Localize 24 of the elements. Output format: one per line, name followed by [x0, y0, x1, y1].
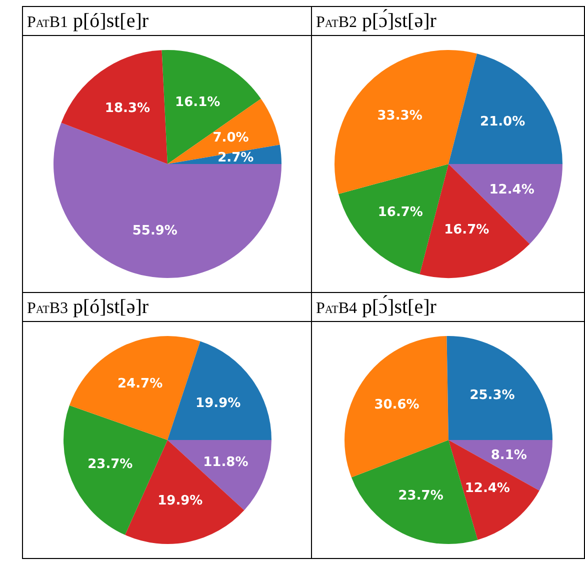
chart-title: PatB2 p[ɔ́]st[ə]r	[312, 7, 584, 36]
data-label: 2.7%	[218, 150, 254, 166]
data-label: 12.4%	[489, 182, 534, 198]
data-label: 23.7%	[398, 488, 444, 504]
data-label: 11.8%	[203, 454, 248, 470]
data-label: 25.3%	[470, 388, 515, 403]
data-label: 19.9%	[196, 396, 241, 411]
data-label: 16.7%	[378, 205, 423, 220]
data-label: 16.1%	[175, 94, 220, 110]
chart-title: PatB4 p[ɔ́]st[e]r	[312, 293, 584, 322]
data-label: 19.9%	[158, 493, 203, 508]
data-label: 30.6%	[374, 397, 420, 412]
data-label: 23.7%	[88, 456, 133, 472]
data-label: 12.4%	[464, 481, 510, 496]
data-label: 18.3%	[104, 100, 150, 116]
data-label: 33.3%	[377, 108, 422, 124]
data-label: 7.0%	[212, 130, 249, 146]
data-label: 8.1%	[490, 448, 527, 464]
chart-title: PatB1 p[ó]st[e]r	[23, 7, 311, 36]
chart-title: PatB3 p[ó]st[ə]r	[23, 293, 311, 322]
data-label: 24.7%	[117, 376, 163, 392]
data-label: 16.7%	[444, 222, 490, 238]
data-label: 21.0%	[480, 114, 526, 130]
data-label: 55.9%	[132, 224, 178, 239]
